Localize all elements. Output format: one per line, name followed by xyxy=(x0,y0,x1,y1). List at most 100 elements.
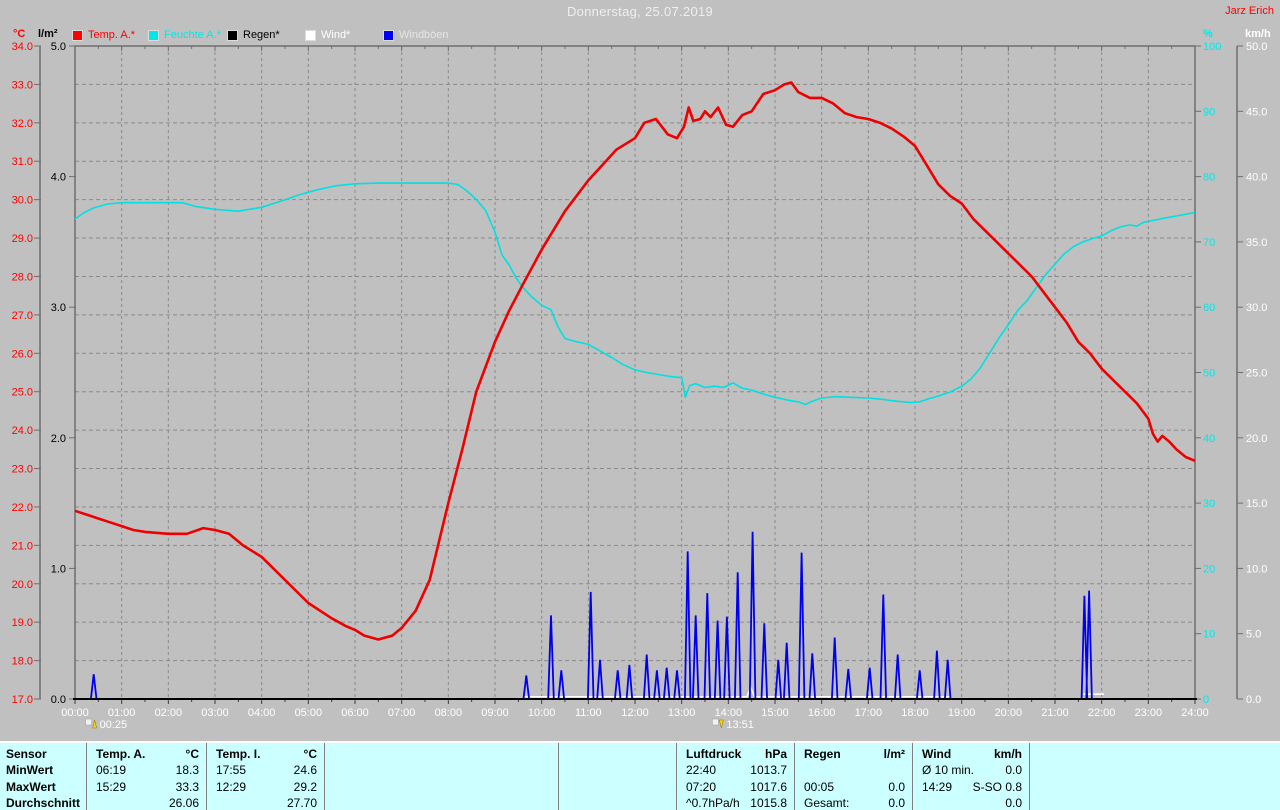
sensor-name: Wind xyxy=(922,747,952,761)
marker-arrow-icon xyxy=(719,719,724,729)
table-cell-time: Gesamt: xyxy=(804,796,850,810)
table-cell-value: 1017.6 xyxy=(750,779,787,794)
rain-tick-label: 0.0 xyxy=(51,694,66,706)
table-cell-time xyxy=(913,795,980,810)
table-cell-time: 06:19 xyxy=(96,763,127,778)
table-row: 17:55 24.6 xyxy=(207,762,324,778)
sensor-name: Temp. I. xyxy=(216,747,261,761)
legend-item-4: Wind* xyxy=(305,29,350,41)
table-cell-value: 1013.7 xyxy=(750,763,787,778)
chart-area: 34.0 33.0 32.0 31.0 30.0 29.0 28.0 27.0 26.0 25.0… xyxy=(12,41,1268,731)
x-axis-label: 11:00 xyxy=(575,707,602,719)
x-axis-label: 18:00 xyxy=(901,707,929,719)
temp-tick-label: 22.0 xyxy=(12,502,33,514)
sensor-name: Regen xyxy=(804,747,841,761)
table-cell-value xyxy=(627,762,676,778)
x-axis-label: 06:00 xyxy=(341,707,369,719)
humidity-tick-label: 80 xyxy=(1203,172,1215,184)
table-row xyxy=(325,779,558,795)
table-cell-time: 07:20 xyxy=(686,779,717,794)
table-cell-time xyxy=(559,762,627,778)
marker-icon xyxy=(85,718,92,726)
table-column-header: Wind km/h xyxy=(913,746,1029,762)
legend-item-1: Temp. A.* xyxy=(72,29,135,41)
windspeed-tick-label: 5.0 xyxy=(1246,629,1261,641)
x-axis-label: 21:00 xyxy=(1041,707,1069,719)
table-cell-value xyxy=(509,762,558,778)
table-cell-value: 33.3 xyxy=(175,779,199,794)
table-row-label: MinWert xyxy=(6,763,54,778)
x-axis-label: 02:00 xyxy=(155,707,183,719)
humidity-tick-label: 40 xyxy=(1203,433,1215,445)
marker-icon xyxy=(712,718,719,726)
temp-tick-label: 27.0 xyxy=(12,310,33,322)
sensor-name: Luftdruck xyxy=(686,747,742,761)
windspeed-tick-label: 10.0 xyxy=(1246,563,1267,575)
legend-item-2: Feuchte A.* xyxy=(148,29,221,41)
x-axis-label: 15:00 xyxy=(761,707,789,719)
sensor-unit xyxy=(509,746,558,762)
sensor-unit: °C xyxy=(303,747,317,761)
temp-tick-label: 24.0 xyxy=(12,425,33,437)
temp-tick-label: 25.0 xyxy=(12,387,33,399)
table-row-label: MaxWert xyxy=(6,779,56,794)
table-cell-time: 17:55 xyxy=(216,763,247,778)
windspeed-tick-label: 35.0 xyxy=(1246,237,1267,249)
table-column-header: Temp. A. °C xyxy=(87,746,206,762)
x-axis-label: 16:00 xyxy=(808,707,836,719)
table-cell-value: 27.70 xyxy=(286,796,317,810)
table-column-header: Regen l/m² xyxy=(795,746,912,762)
x-axis-label: 05:00 xyxy=(295,707,323,719)
temp-tick-label: 23.0 xyxy=(12,464,33,476)
weather-chart-svg: 34.0 33.0 32.0 31.0 30.0 29.0 28.0 27.0 26.0 25.0… xyxy=(12,41,1268,731)
windspeed-tick-label: 30.0 xyxy=(1246,302,1267,314)
sensor-unit: °C xyxy=(185,747,199,761)
table-row xyxy=(795,762,912,778)
legend-label: Feuchte A.* xyxy=(164,29,221,41)
table-cell-value: 24.6 xyxy=(293,763,317,778)
table-column-3 xyxy=(325,743,559,810)
table-cell-time xyxy=(559,795,627,810)
windspeed-axis-unit: km/h xyxy=(1245,28,1271,40)
table-cell-value: 0.0 xyxy=(888,779,905,794)
table-row: Ø 10 min. 0.0 xyxy=(913,762,1029,778)
temp-tick-label: 17.0 xyxy=(12,694,33,706)
temp-tick-label: 32.0 xyxy=(12,118,33,130)
table-cell-time: 15:29 xyxy=(96,779,127,794)
humidity-axis-unit: % xyxy=(1203,28,1213,40)
table-column-8 xyxy=(1030,743,1280,810)
table-row-label: Durchschnitt xyxy=(6,796,81,810)
table-row: 0.0 xyxy=(913,795,1029,810)
table-row xyxy=(325,762,558,778)
table-cell-time: ^0.7hPa/h xyxy=(686,796,740,810)
marker-time-label: 13:51 xyxy=(726,719,754,731)
temp-tick-label: 34.0 xyxy=(12,41,33,53)
windspeed-tick-label: 15.0 xyxy=(1246,498,1267,510)
humidity-tick-label: 50 xyxy=(1203,368,1215,380)
temp-tick-label: 19.0 xyxy=(12,617,33,629)
table-cell-value xyxy=(509,779,558,795)
temp-tick-label: 28.0 xyxy=(12,271,33,283)
table-row: 12:29 29.2 xyxy=(207,779,324,795)
legend-label: Wind* xyxy=(321,29,351,41)
legend-swatch xyxy=(305,29,316,41)
sensor-name xyxy=(325,746,509,762)
table-row: 07:20 1017.6 xyxy=(677,779,794,795)
table-row xyxy=(559,762,676,778)
statistics-table: Sensor MinWert MaxWert Durchschnitt Temp. A.… xyxy=(0,741,1280,810)
x-axis-label: 09:00 xyxy=(481,707,509,719)
windspeed-tick-label: 40.0 xyxy=(1246,172,1267,184)
humidity-tick-label: 10 xyxy=(1203,629,1215,641)
legend-label: Windböen xyxy=(399,29,449,41)
table-cell-value xyxy=(627,779,676,795)
table-cell-time xyxy=(87,795,157,810)
legend-label: Temp. A.* xyxy=(88,29,136,41)
table-row xyxy=(325,795,558,810)
legend-item-3: Regen* xyxy=(227,29,280,41)
author-watermark: Jarz Erich xyxy=(1225,5,1274,17)
sensor-unit xyxy=(627,746,676,762)
table-row xyxy=(559,795,676,810)
humidity-tick-label: 70 xyxy=(1203,237,1215,249)
x-axis-label: 08:00 xyxy=(435,707,463,719)
